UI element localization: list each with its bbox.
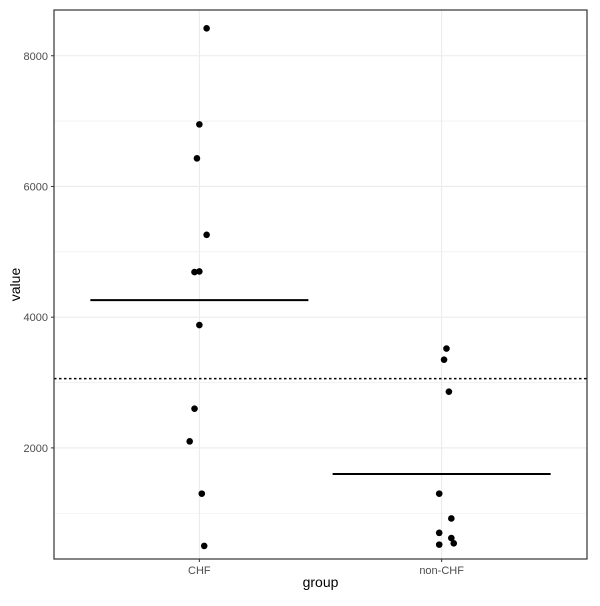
data-point [191,268,198,276]
data-point [443,345,450,352]
y-axis-title: value [7,268,23,302]
point-layer [186,25,458,550]
data-point [198,490,206,497]
data-point [203,25,210,32]
data-point [440,356,448,363]
data-point [203,231,210,239]
data-point [196,268,203,275]
y-tick-label: 8000 [24,51,48,63]
data-point [191,405,198,412]
data-point [196,321,203,329]
x-axis-title: group [303,574,339,590]
data-point [200,542,208,550]
data-point [448,515,455,522]
data-point [435,490,443,497]
data-point [445,388,453,395]
group-mean-layer [90,299,551,476]
data-point [196,121,203,128]
x-tick-label: non-CHF [419,565,464,577]
data-point [435,541,443,548]
panel-border [53,9,588,560]
x-tick-label: CHF [188,565,211,577]
y-tick-label: 6000 [24,181,48,193]
data-point [435,529,443,537]
data-point [448,534,455,542]
axis-layer: 2000 4000 6000 8000 CHF non-CHF [24,51,465,577]
data-point [186,438,193,445]
data-point [450,540,458,547]
data-point [193,155,201,162]
y-tick-label: 4000 [24,312,48,324]
y-tick-label: 2000 [24,443,48,455]
grid-layer [54,10,587,559]
